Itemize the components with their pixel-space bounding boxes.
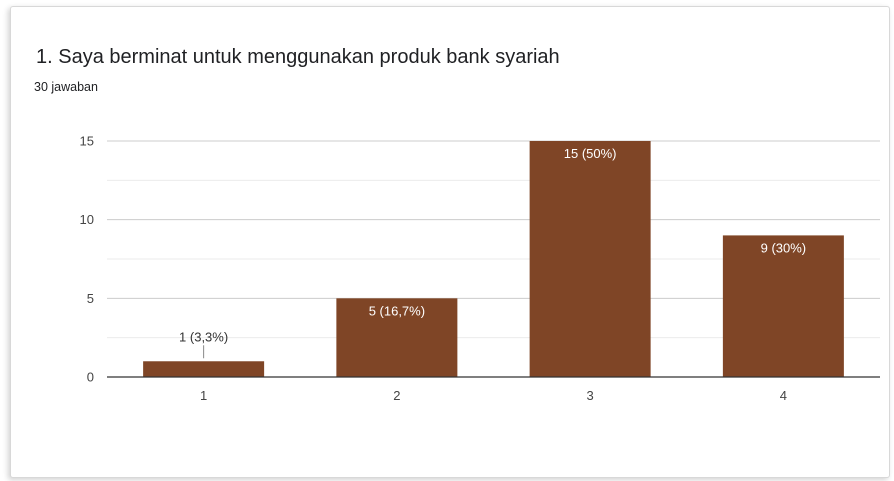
data-label: 15 (50%) xyxy=(564,146,617,161)
y-tick-label: 10 xyxy=(80,212,94,227)
x-tick-label: 4 xyxy=(780,388,787,403)
x-tick-label: 2 xyxy=(393,388,400,403)
bar xyxy=(336,298,458,377)
bar xyxy=(722,235,844,377)
y-tick-label: 5 xyxy=(87,291,94,306)
data-label: 5 (16,7%) xyxy=(369,303,425,318)
y-tick-label: 0 xyxy=(87,370,94,385)
data-label: 9 (30%) xyxy=(761,240,807,255)
chart-title: 1. Saya berminat untuk menggunakan produ… xyxy=(36,46,560,68)
y-tick-label: 15 xyxy=(80,134,94,149)
x-tick-label: 3 xyxy=(587,388,594,403)
data-label: 1 (3,3%) xyxy=(179,329,228,344)
response-count: 30 jawaban xyxy=(34,80,98,94)
bar xyxy=(529,141,651,377)
bar xyxy=(143,361,265,377)
x-tick-label: 1 xyxy=(200,388,207,403)
